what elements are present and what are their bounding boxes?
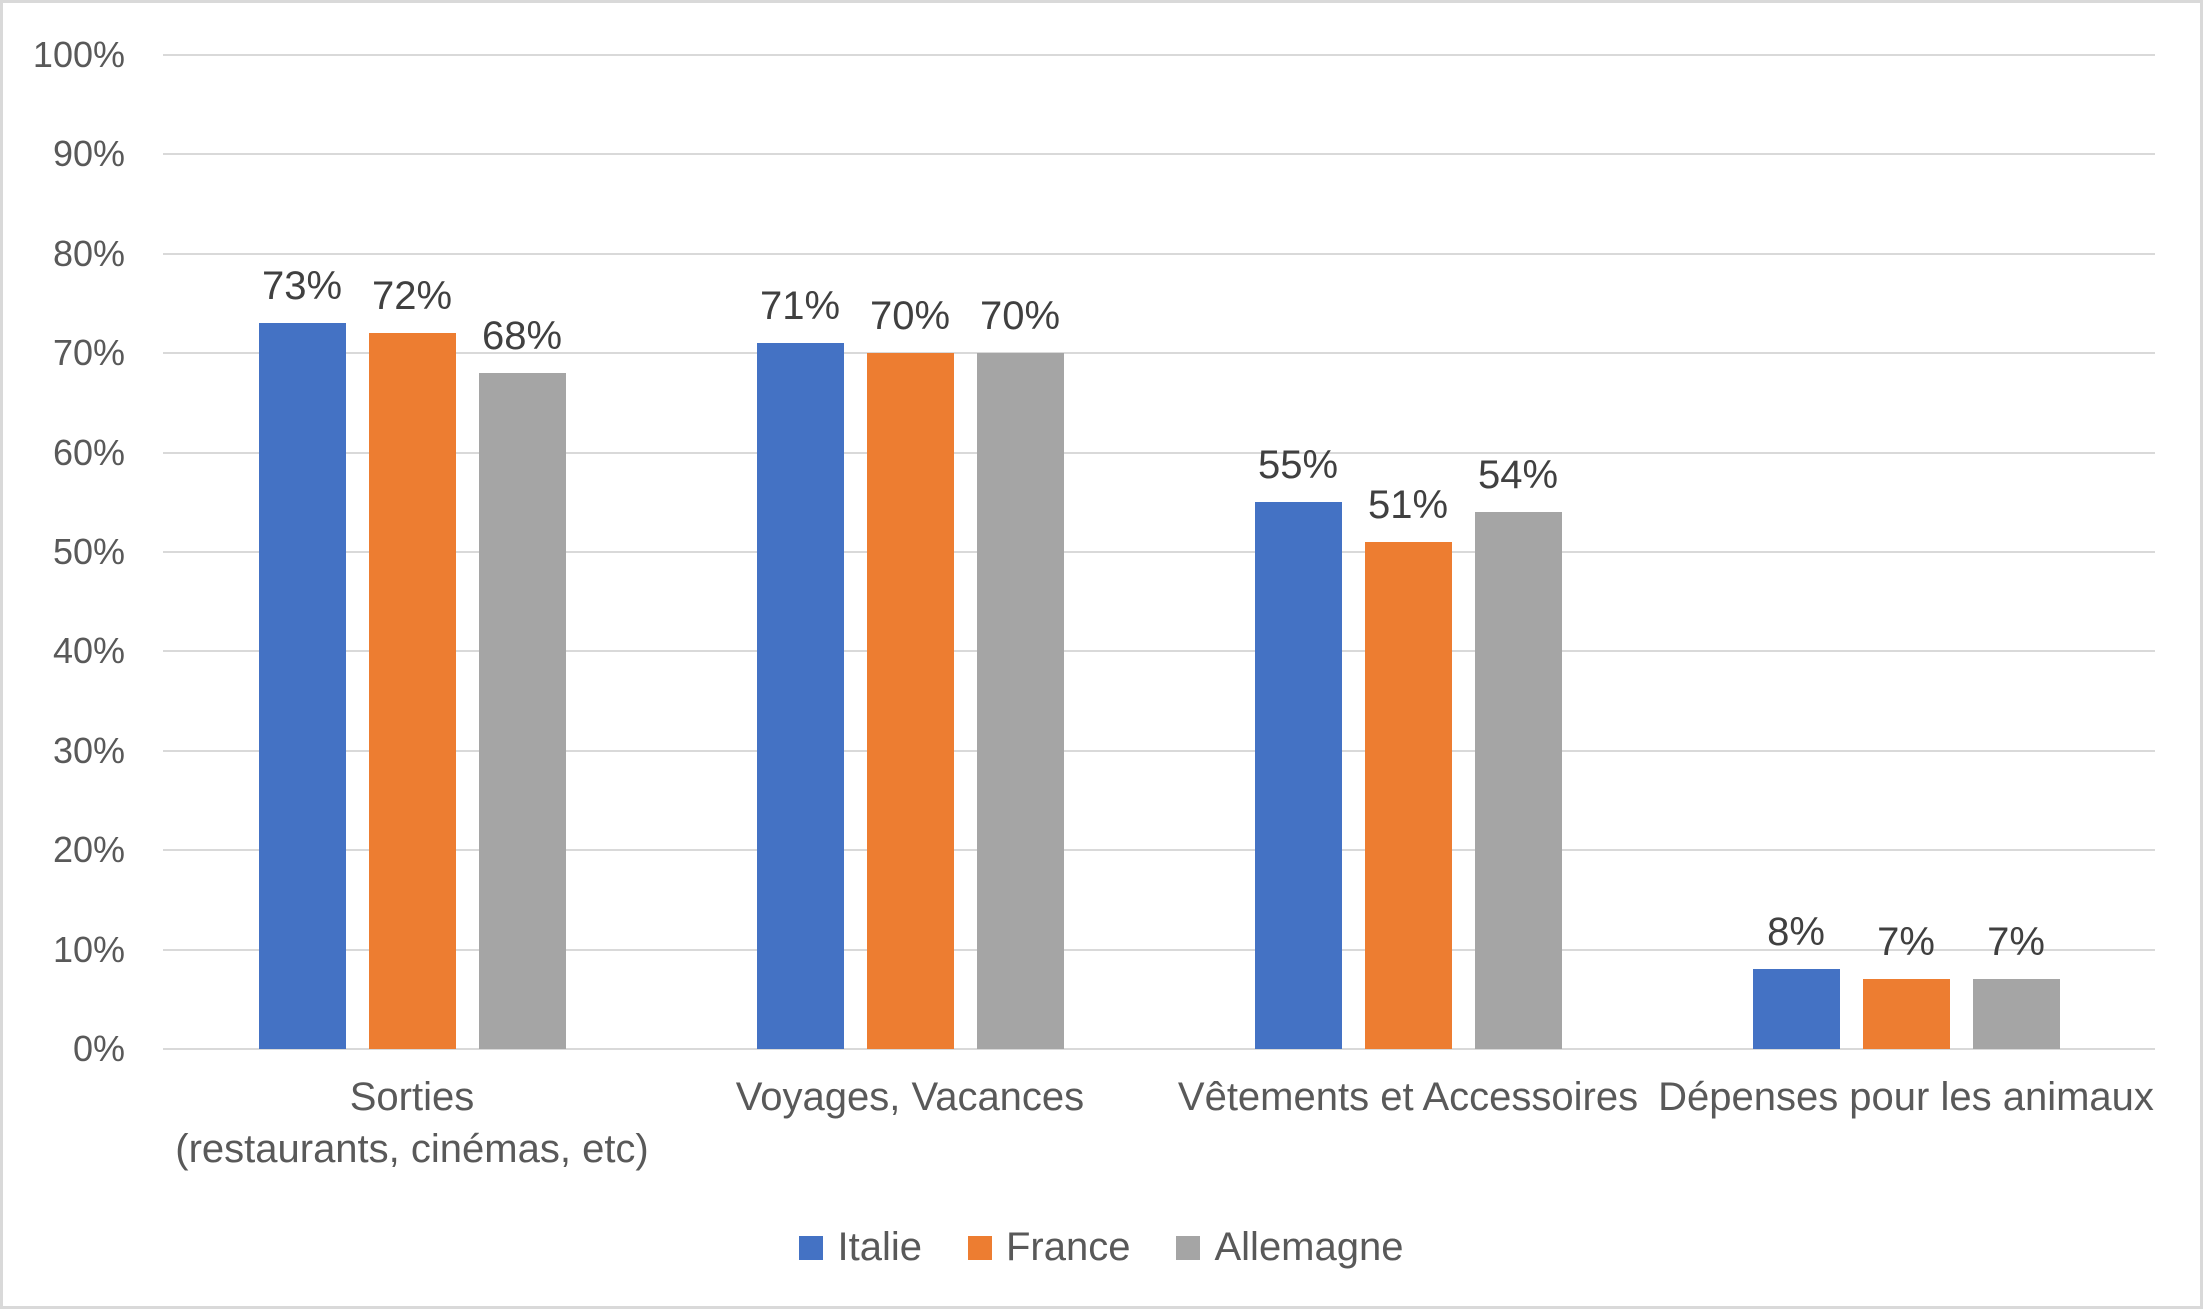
legend-label: France — [1005, 1225, 1131, 1269]
bar-value-label: 68% — [481, 314, 563, 359]
bar-value-label: 51% — [1367, 483, 1449, 528]
y-axis-tick-label: 30% — [52, 729, 125, 771]
gridline — [163, 252, 2155, 255]
category-label-line: Vêtements et Accessoires — [1177, 1075, 1639, 1119]
bar-allemagne: 54% — [1474, 453, 1562, 1049]
y-axis-tick-label: 60% — [52, 431, 125, 473]
category-label: Voyages, Vacances — [661, 1071, 1159, 1175]
y-axis-tick-label: 50% — [52, 531, 125, 572]
y-axis-tick-label: 0% — [72, 1028, 125, 1069]
legend-swatch-icon — [799, 1235, 824, 1260]
gridline — [163, 551, 2155, 553]
plot-area: 73% 72% 68% 71% 70% 70% 55% 51% 54% 8% 7% 7% — [163, 54, 2155, 1050]
bar-value-label: 55% — [1257, 443, 1339, 488]
bar-italie: 55% — [1254, 443, 1342, 1049]
bar-italie: 71% — [756, 284, 844, 1049]
y-axis-tick-label: 10% — [52, 928, 125, 970]
legend-item-france: France — [967, 1225, 1131, 1270]
bar-value-label: 70% — [979, 294, 1061, 339]
x-axis-labels: Sorties (restaurants, cinémas, etc) Voya… — [163, 1071, 2155, 1175]
legend-item-italie: Italie — [799, 1225, 922, 1270]
legend-label: Allemagne — [1214, 1225, 1404, 1269]
bar-allemagne: 7% — [1972, 920, 2060, 1049]
bar-italie: 8% — [1752, 910, 1840, 1049]
y-axis-tick-label: 40% — [52, 630, 125, 672]
category-label: Sorties (restaurants, cinémas, etc) — [163, 1071, 661, 1175]
gridline — [163, 451, 2155, 454]
gridline — [163, 849, 2155, 852]
gridline — [163, 352, 2155, 355]
legend-swatch-icon — [967, 1235, 992, 1260]
category-label-line: Voyages, Vacances — [735, 1075, 1085, 1119]
category-label: Dépenses pour les animaux — [1657, 1071, 2155, 1175]
legend-swatch-icon — [1176, 1235, 1201, 1260]
bar-value-label: 70% — [869, 294, 951, 339]
bar-value-label: 73% — [261, 264, 343, 309]
bar-france: 7% — [1862, 920, 1950, 1049]
bar-france: 51% — [1364, 483, 1452, 1049]
category-label-line: Sorties — [349, 1075, 475, 1119]
gridline — [163, 153, 2155, 156]
bar-value-label: 7% — [1877, 920, 1935, 965]
y-axis-tick-label: 90% — [52, 133, 125, 175]
category-label-line: (restaurants, cinémas, etc) — [175, 1127, 649, 1171]
gridline — [163, 1048, 2155, 1050]
bar-group: 73% 72% 68% — [163, 55, 661, 1049]
legend: Italie France Allemagne — [3, 1225, 2200, 1270]
bar-allemagne: 70% — [976, 294, 1064, 1049]
legend-item-allemagne: Allemagne — [1176, 1225, 1404, 1270]
gridline — [163, 650, 2155, 653]
bar-value-label: 8% — [1767, 910, 1825, 955]
y-axis-tick-label: 100% — [32, 34, 125, 75]
bar-value-label: 71% — [759, 284, 841, 329]
gridline — [163, 749, 2155, 752]
y-axis-tick-label: 20% — [52, 829, 125, 871]
bar-group: 55% 51% 54% — [1159, 55, 1657, 1049]
bar-group: 71% 70% 70% — [661, 55, 1159, 1049]
gridline — [163, 54, 2155, 56]
y-axis-tick-label: 70% — [52, 332, 125, 374]
bar-value-label: 72% — [371, 274, 453, 319]
bar-value-label: 7% — [1987, 920, 2045, 965]
bar-italie: 73% — [258, 264, 346, 1049]
legend-label: Italie — [837, 1225, 922, 1269]
bar-value-label: 54% — [1477, 453, 1559, 498]
y-axis-tick-label: 80% — [52, 232, 125, 274]
bar-group: 8% 7% 7% — [1657, 55, 2155, 1049]
category-label: Vêtements et Accessoires — [1159, 1071, 1657, 1175]
bar-france: 70% — [866, 294, 954, 1049]
bar-france: 72% — [368, 274, 456, 1049]
bar-allemagne: 68% — [478, 314, 566, 1049]
gridline — [163, 948, 2155, 951]
category-label-line: Dépenses pour les animaux — [1658, 1075, 2154, 1119]
